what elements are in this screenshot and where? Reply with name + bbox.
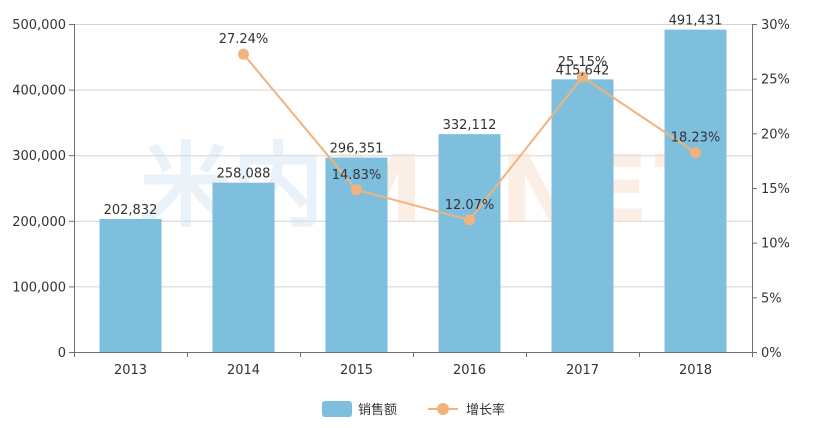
left-tick-label: 300,000 — [12, 149, 66, 164]
bar-value-label: 258,088 — [217, 167, 271, 182]
left-tick-label: 100,000 — [12, 280, 66, 295]
growth-point-2018 — [690, 147, 701, 159]
legend-item-sales: 销售额 — [322, 401, 397, 418]
growth-value-label: 27.24% — [219, 32, 269, 47]
right-tick-label: 15% — [761, 182, 790, 197]
bar-2016 — [438, 134, 501, 352]
legend-item-growth: 增长率 — [428, 402, 505, 418]
legend: 销售额 增长率 — [322, 401, 505, 418]
bar-2017 — [551, 79, 614, 353]
growth-point-2016 — [464, 214, 475, 226]
grid-layer — [74, 24, 752, 288]
bar-value-label: 296,351 — [330, 142, 384, 157]
growth-value-label: 14.83% — [332, 168, 382, 183]
labels-layer: 202,832 258,088 296,351 332,112 415,642 491,4… — [104, 14, 723, 218]
bar-2018 — [664, 29, 727, 352]
right-tick-label: 25% — [761, 73, 790, 88]
legend-label: 增长率 — [466, 402, 505, 418]
bars-layer — [99, 29, 727, 353]
watermark-latin: MENET — [330, 136, 725, 245]
x-tick-label: 2015 — [340, 363, 373, 378]
legend-swatch-marker — [437, 403, 449, 415]
bar-value-label: 332,112 — [443, 118, 497, 133]
right-tick-label: 0% — [761, 346, 782, 361]
x-tick-label: 2018 — [679, 363, 712, 378]
left-tick-label: 500,000 — [12, 18, 66, 33]
line-layer — [238, 48, 701, 226]
bar-value-label: 415,642 — [556, 63, 610, 78]
growth-value-label: 25.15% — [558, 55, 608, 70]
left-tick-label: 400,000 — [12, 84, 66, 99]
right-tick-label: 30% — [761, 18, 790, 33]
right-tick-label: 10% — [761, 237, 790, 252]
right-tick-label: 20% — [761, 127, 790, 142]
axes-layer: 0 100,000 200,000 300,000 400,000 500,000 0% 5%… — [12, 18, 790, 378]
growth-value-label: 12.07% — [445, 198, 495, 213]
x-tick-label: 2016 — [453, 363, 486, 378]
bar-2014 — [212, 182, 275, 352]
left-tick-label: 0 — [58, 346, 66, 361]
watermark: 米内 MENET — [140, 133, 725, 245]
x-tick-label: 2013 — [114, 363, 147, 378]
growth-point-2017 — [577, 71, 588, 83]
bar-value-label: 202,832 — [104, 203, 158, 218]
growth-point-2014 — [238, 48, 249, 60]
x-tick-label: 2017 — [566, 363, 599, 378]
right-tick-label: 5% — [761, 291, 782, 306]
growth-point-2015 — [351, 184, 362, 196]
bar-value-label: 491,431 — [669, 14, 723, 29]
legend-label: 销售额 — [358, 402, 397, 418]
legend-swatch-bar — [322, 401, 352, 417]
left-tick-label: 200,000 — [12, 215, 66, 230]
growth-value-label: 18.23% — [671, 131, 721, 146]
x-tick-label: 2014 — [227, 363, 260, 378]
bar-2013 — [99, 218, 162, 352]
